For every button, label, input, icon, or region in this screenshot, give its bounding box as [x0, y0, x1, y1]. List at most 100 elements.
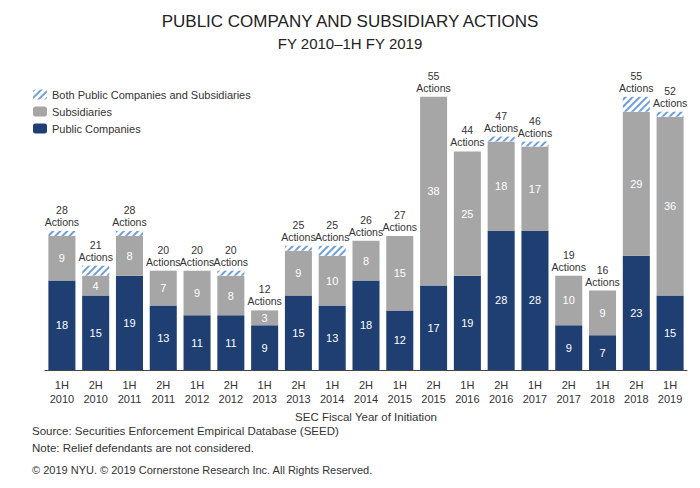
svg-text:Actions: Actions [619, 82, 653, 94]
svg-text:2H: 2H [427, 379, 441, 391]
svg-text:44: 44 [462, 124, 474, 136]
svg-text:2014: 2014 [354, 393, 378, 405]
svg-text:28: 28 [56, 204, 68, 216]
svg-text:1H: 1H [595, 379, 609, 391]
svg-text:25: 25 [293, 219, 305, 231]
svg-text:Actions: Actions [281, 231, 315, 243]
svg-text:2010: 2010 [50, 393, 74, 405]
svg-text:2012: 2012 [219, 393, 243, 405]
svg-text:2013: 2013 [286, 393, 310, 405]
svg-text:2019: 2019 [658, 393, 682, 405]
svg-text:2018: 2018 [590, 393, 614, 405]
svg-text:21: 21 [90, 239, 102, 251]
svg-text:2H: 2H [89, 379, 103, 391]
svg-text:27: 27 [394, 209, 406, 221]
svg-text:16: 16 [597, 264, 609, 276]
svg-text:Public Companies: Public Companies [52, 123, 141, 135]
svg-text:11: 11 [191, 337, 202, 349]
svg-text:2016: 2016 [489, 393, 513, 405]
svg-text:47: 47 [495, 110, 507, 122]
svg-text:Both Public Companies and Subs: Both Public Companies and Subsidiaries [52, 89, 251, 101]
svg-text:Actions: Actions [315, 231, 349, 243]
svg-text:2H: 2H [494, 379, 508, 391]
svg-text:2011: 2011 [118, 393, 142, 405]
svg-text:2018: 2018 [624, 393, 648, 405]
svg-text:1H: 1H [393, 379, 407, 391]
svg-text:2H: 2H [224, 379, 238, 391]
svg-text:SEC Fiscal Year of Initiation: SEC Fiscal Year of Initiation [295, 411, 437, 423]
svg-text:Actions: Actions [416, 82, 450, 94]
svg-text:8: 8 [126, 250, 132, 262]
svg-text:1H: 1H [258, 379, 272, 391]
svg-text:19: 19 [461, 317, 473, 329]
svg-text:Source: Securities Enforcement: Source: Securities Enforcement Empirical… [32, 425, 339, 437]
svg-text:2H: 2H [629, 379, 643, 391]
svg-text:Subsidiaries: Subsidiaries [52, 106, 112, 118]
svg-text:17: 17 [427, 322, 439, 334]
svg-text:2H: 2H [156, 379, 170, 391]
svg-text:Actions: Actions [383, 221, 417, 233]
svg-text:8: 8 [228, 290, 234, 302]
svg-text:2015: 2015 [421, 393, 445, 405]
svg-text:2011: 2011 [151, 393, 175, 405]
svg-text:13: 13 [157, 332, 169, 344]
svg-text:18: 18 [360, 319, 372, 331]
svg-text:Actions: Actions [585, 276, 619, 288]
svg-text:20: 20 [225, 244, 237, 256]
svg-text:29: 29 [630, 178, 642, 190]
svg-text:1H: 1H [55, 379, 69, 391]
svg-text:2012: 2012 [185, 393, 209, 405]
svg-text:Actions: Actions [247, 295, 281, 307]
svg-text:28: 28 [495, 294, 507, 306]
svg-text:Actions: Actions [78, 251, 112, 263]
svg-text:38: 38 [427, 185, 439, 197]
svg-text:17: 17 [529, 183, 541, 195]
svg-text:23: 23 [630, 307, 642, 319]
svg-text:19: 19 [123, 317, 135, 329]
svg-text:36: 36 [664, 200, 676, 212]
svg-text:2H: 2H [359, 379, 373, 391]
svg-text:12: 12 [394, 334, 406, 346]
svg-text:9: 9 [295, 267, 301, 279]
svg-text:© 2019 NYU. © 2019 Cornerstone: © 2019 NYU. © 2019 Cornerstone Research … [32, 464, 372, 476]
svg-text:2017: 2017 [523, 393, 547, 405]
svg-text:18: 18 [495, 180, 507, 192]
svg-text:20: 20 [157, 244, 169, 256]
svg-text:Actions: Actions [214, 256, 248, 268]
svg-text:9: 9 [262, 342, 268, 354]
svg-text:12: 12 [259, 283, 271, 295]
svg-text:FY 2010–1H FY 2019: FY 2010–1H FY 2019 [278, 35, 423, 52]
svg-text:4: 4 [93, 280, 99, 292]
svg-text:13: 13 [326, 332, 338, 344]
svg-text:20: 20 [191, 244, 203, 256]
svg-text:15: 15 [90, 327, 102, 339]
svg-text:9: 9 [599, 307, 605, 319]
svg-text:25: 25 [461, 208, 473, 220]
svg-text:PUBLIC COMPANY AND SUBSIDIARY: PUBLIC COMPANY AND SUBSIDIARY ACTIONS [162, 12, 539, 31]
svg-text:15: 15 [394, 267, 406, 279]
svg-text:Actions: Actions [450, 136, 484, 148]
svg-text:2017: 2017 [556, 393, 580, 405]
svg-text:46: 46 [529, 115, 541, 127]
svg-text:55: 55 [428, 70, 440, 82]
svg-text:Note: Relief defendants are no: Note: Relief defendants are not consider… [32, 442, 254, 454]
svg-text:1H: 1H [663, 379, 677, 391]
svg-text:2016: 2016 [455, 393, 479, 405]
svg-text:2014: 2014 [320, 393, 344, 405]
svg-text:2015: 2015 [388, 393, 412, 405]
svg-text:9: 9 [59, 252, 65, 264]
svg-text:25: 25 [326, 219, 338, 231]
svg-text:2H: 2H [291, 379, 305, 391]
svg-text:Actions: Actions [518, 127, 552, 139]
svg-text:1H: 1H [190, 379, 204, 391]
svg-text:55: 55 [630, 70, 642, 82]
svg-text:28: 28 [529, 294, 541, 306]
svg-text:1H: 1H [325, 379, 339, 391]
svg-text:28: 28 [124, 204, 136, 216]
svg-text:Actions: Actions [146, 256, 180, 268]
svg-text:52: 52 [664, 85, 676, 97]
svg-text:Actions: Actions [484, 122, 518, 134]
svg-text:10: 10 [326, 275, 338, 287]
svg-text:2013: 2013 [252, 393, 276, 405]
svg-text:7: 7 [599, 347, 605, 359]
